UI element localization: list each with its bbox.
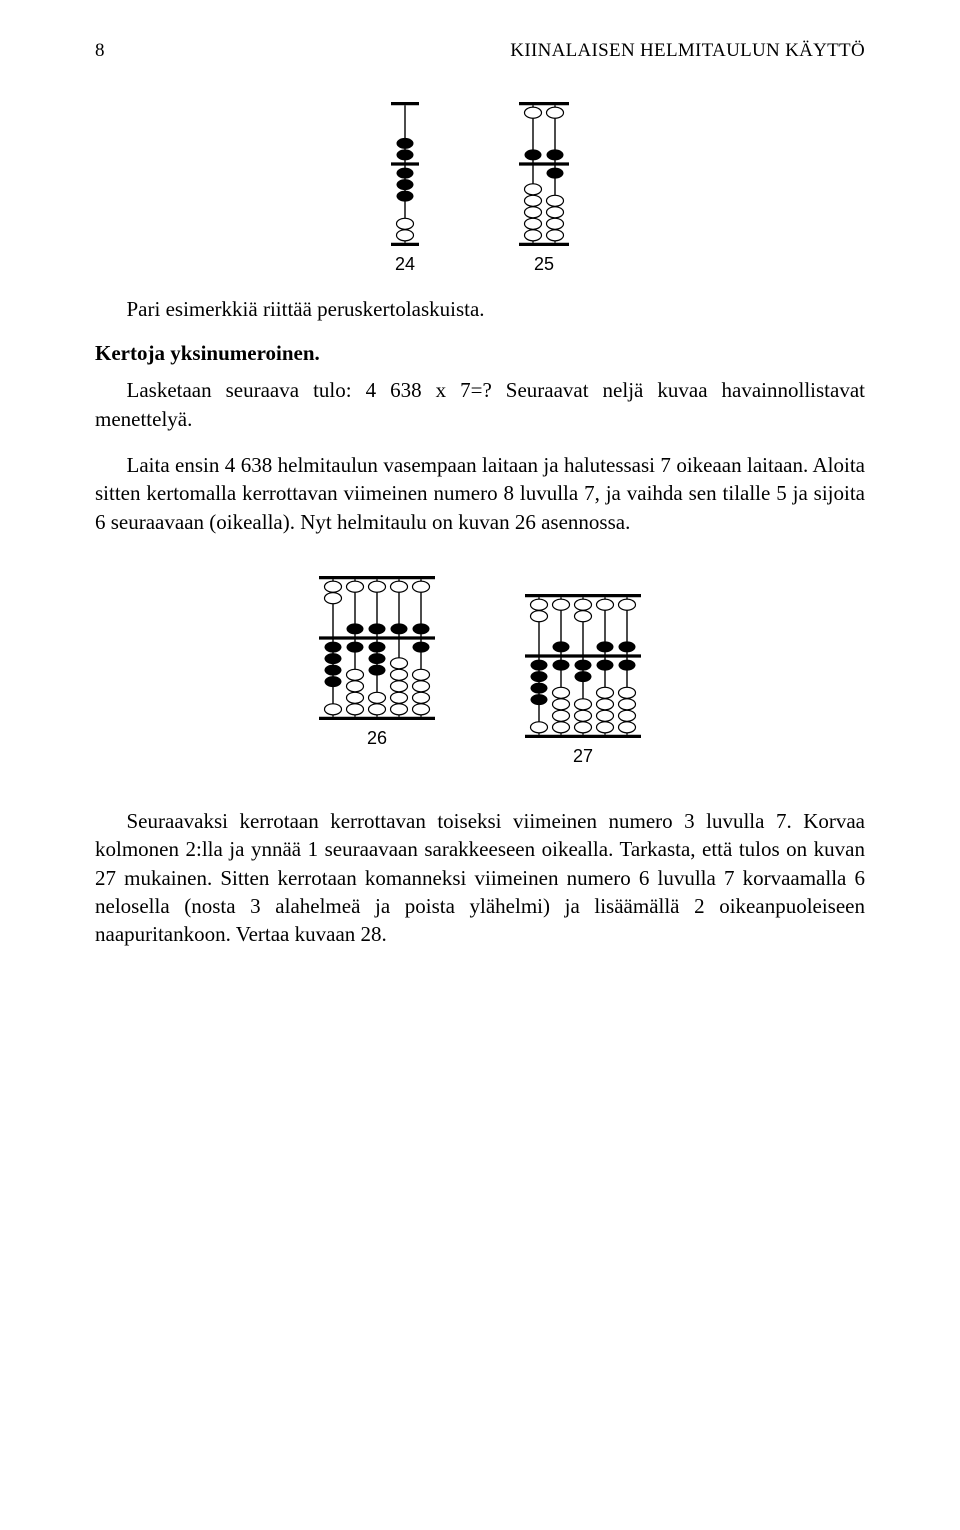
abacus-row-1: 24 25	[95, 102, 865, 275]
caption-25: 25	[519, 254, 569, 275]
page-number: 8	[95, 40, 105, 62]
paragraph-1: Pari esimerkkiä riittää peruskertolaskui…	[95, 295, 865, 323]
page-header: 8 KIINALAISEN HELMITAULUN KÄYTTÖ	[95, 40, 865, 62]
caption-24: 24	[391, 254, 419, 275]
page: 8 KIINALAISEN HELMITAULUN KÄYTTÖ 24 25 P…	[0, 0, 960, 1027]
caption-26: 26	[319, 728, 435, 749]
abacus-27: 27	[525, 594, 641, 767]
caption-27: 27	[525, 746, 641, 767]
abacus-25: 25	[519, 102, 569, 275]
paragraph-3: Laita ensin 4 638 helmitaulun vasempaan …	[95, 451, 865, 536]
subheading: Kertoja yksinumeroinen.	[95, 341, 865, 366]
paragraph-2: Lasketaan seuraava tulo: 4 638 x 7=? Seu…	[95, 376, 865, 433]
paragraph-4: Seuraavaksi kerrotaan kerrottavan toisek…	[95, 807, 865, 949]
abacus-26: 26	[319, 576, 435, 767]
abacus-24: 24	[391, 102, 419, 275]
abacus-row-2: 26 27	[95, 576, 865, 767]
header-title: KIINALAISEN HELMITAULUN KÄYTTÖ	[510, 40, 865, 62]
